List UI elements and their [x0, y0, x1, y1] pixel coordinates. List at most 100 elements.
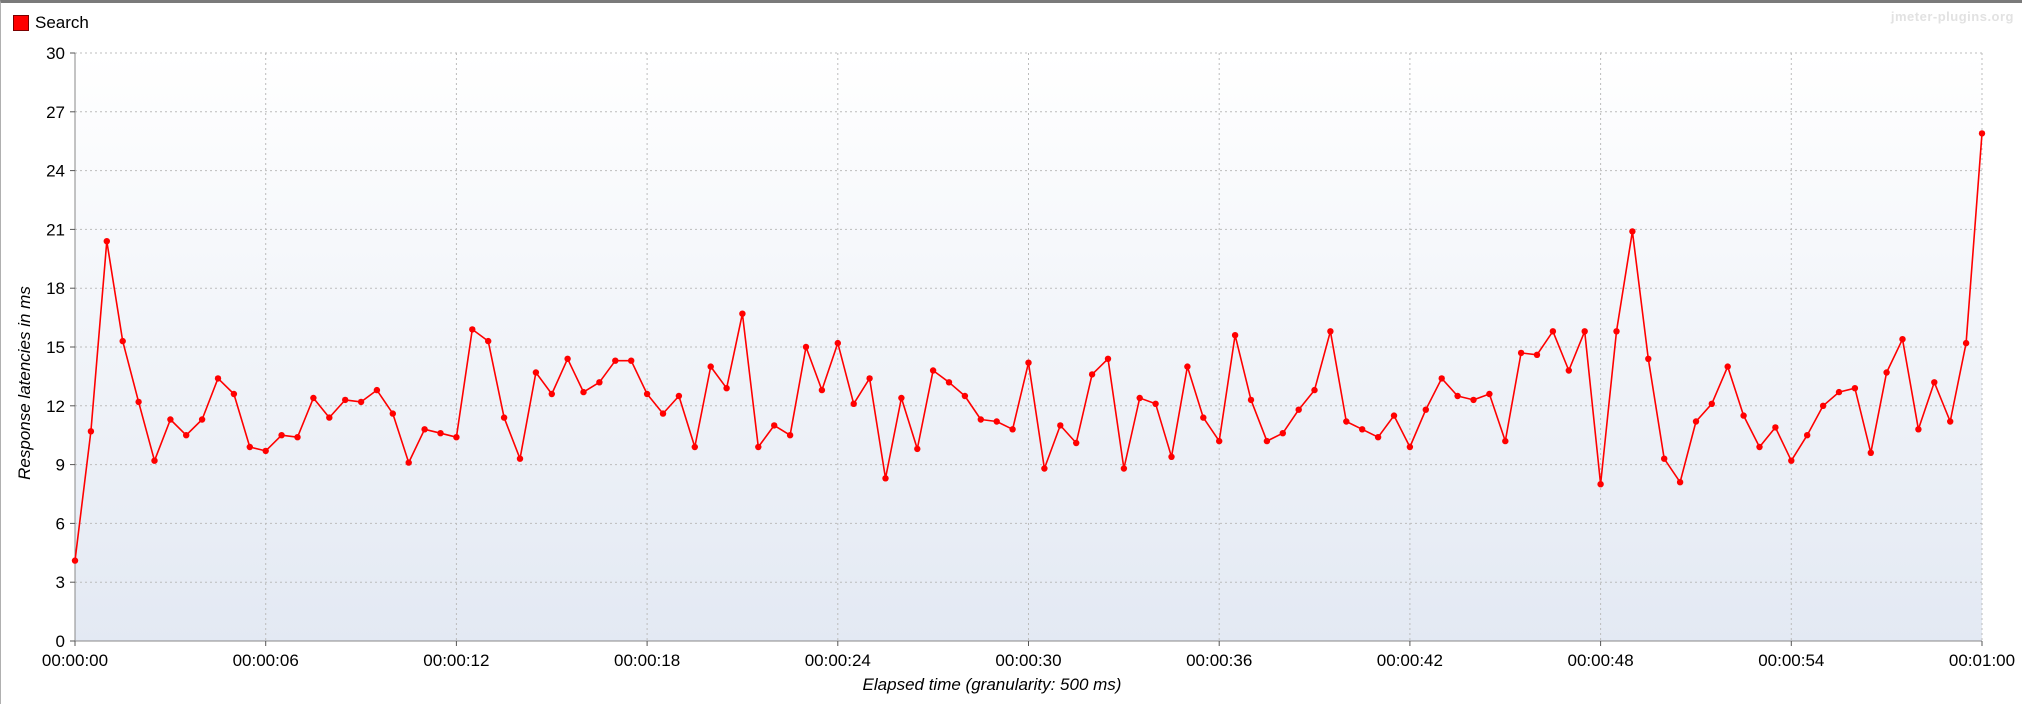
data-point — [564, 355, 571, 362]
data-point — [723, 385, 730, 392]
data-point — [326, 414, 333, 421]
data-point — [977, 416, 984, 423]
data-point — [596, 379, 603, 386]
data-point — [71, 557, 79, 564]
data-point — [1756, 443, 1763, 451]
data-point — [1168, 453, 1175, 460]
data-point — [214, 375, 222, 382]
data-point — [786, 432, 794, 439]
y-axis-label: Response latencies in ms — [15, 286, 34, 480]
data-point — [1819, 402, 1827, 409]
data-point — [1216, 437, 1223, 445]
x-axis-label: Elapsed time (granularity: 500 ms) — [862, 675, 1122, 694]
data-point — [1835, 388, 1843, 396]
data-point — [580, 388, 587, 396]
data-point — [1502, 437, 1509, 445]
data-point — [373, 386, 381, 394]
data-point — [1867, 449, 1875, 456]
data-point — [183, 432, 190, 439]
data-point — [1406, 443, 1414, 451]
data-point — [1740, 412, 1747, 419]
data-point — [278, 432, 285, 439]
data-point — [643, 390, 651, 398]
data-point — [1247, 396, 1255, 404]
data-point — [739, 310, 746, 317]
data-point — [103, 238, 111, 245]
data-point — [1676, 479, 1684, 486]
data-point — [1470, 396, 1477, 404]
data-point — [898, 394, 905, 402]
data-point — [310, 394, 317, 402]
x-tick-label: 00:00:42 — [1377, 651, 1443, 670]
data-point — [437, 430, 444, 437]
data-point — [882, 475, 889, 482]
x-tick-label: 00:00:24 — [805, 651, 871, 670]
data-point — [1279, 430, 1287, 437]
data-point — [1517, 349, 1525, 357]
data-point — [1025, 359, 1032, 366]
x-tick-label: 00:00:12 — [423, 651, 489, 670]
data-point — [1120, 465, 1128, 472]
data-point — [87, 428, 95, 435]
data-point — [1629, 228, 1636, 235]
x-tick-label: 00:01:00 — [1949, 651, 2015, 670]
data-point — [850, 400, 857, 407]
data-point — [1947, 418, 1954, 425]
data-point — [707, 363, 714, 370]
data-point — [1692, 418, 1700, 425]
data-point — [1390, 412, 1398, 419]
data-point — [1295, 406, 1302, 413]
data-point — [961, 392, 969, 400]
data-point — [659, 410, 667, 417]
data-point — [1962, 339, 1970, 347]
data-point — [771, 422, 778, 429]
data-point — [389, 410, 396, 417]
watermark: jmeter-plugins.org — [1890, 9, 2014, 24]
series-search — [71, 130, 1986, 564]
data-point — [1581, 328, 1588, 335]
data-point — [1931, 379, 1938, 386]
y-tick-label: 6 — [56, 514, 65, 533]
data-point — [198, 416, 206, 423]
data-point — [135, 398, 142, 406]
data-point — [1661, 455, 1668, 462]
data-point — [151, 457, 158, 464]
data-point — [1915, 426, 1922, 433]
data-point — [1231, 332, 1239, 339]
data-point — [262, 447, 269, 455]
data-point — [1851, 385, 1859, 392]
data-point — [945, 379, 953, 386]
data-point — [1374, 434, 1382, 441]
data-point — [1073, 439, 1080, 447]
data-point — [1057, 422, 1064, 429]
data-point — [691, 443, 698, 451]
data-point — [993, 418, 1000, 425]
data-point — [818, 386, 826, 394]
x-tick-label: 00:00:36 — [1186, 651, 1252, 670]
data-point — [1883, 369, 1890, 376]
data-point — [755, 443, 762, 451]
data-point — [1327, 328, 1334, 335]
data-point — [421, 426, 428, 433]
x-tick-label: 00:00:06 — [233, 651, 299, 670]
data-point — [246, 443, 253, 451]
data-point — [1772, 424, 1779, 431]
data-point — [119, 337, 126, 345]
data-point — [548, 390, 555, 398]
y-tick-label: 3 — [56, 573, 65, 592]
data-point — [1613, 328, 1620, 335]
y-tick-label: 0 — [56, 632, 65, 651]
data-point — [405, 459, 412, 466]
data-point — [1788, 457, 1795, 464]
data-point — [675, 392, 683, 400]
legend-swatch — [13, 15, 29, 31]
data-point — [294, 434, 301, 441]
data-point — [1104, 355, 1112, 362]
y-tick-label: 24 — [46, 162, 65, 181]
data-point — [1200, 414, 1207, 421]
data-point — [485, 337, 492, 345]
data-point — [469, 326, 476, 333]
data-point — [1136, 394, 1143, 402]
